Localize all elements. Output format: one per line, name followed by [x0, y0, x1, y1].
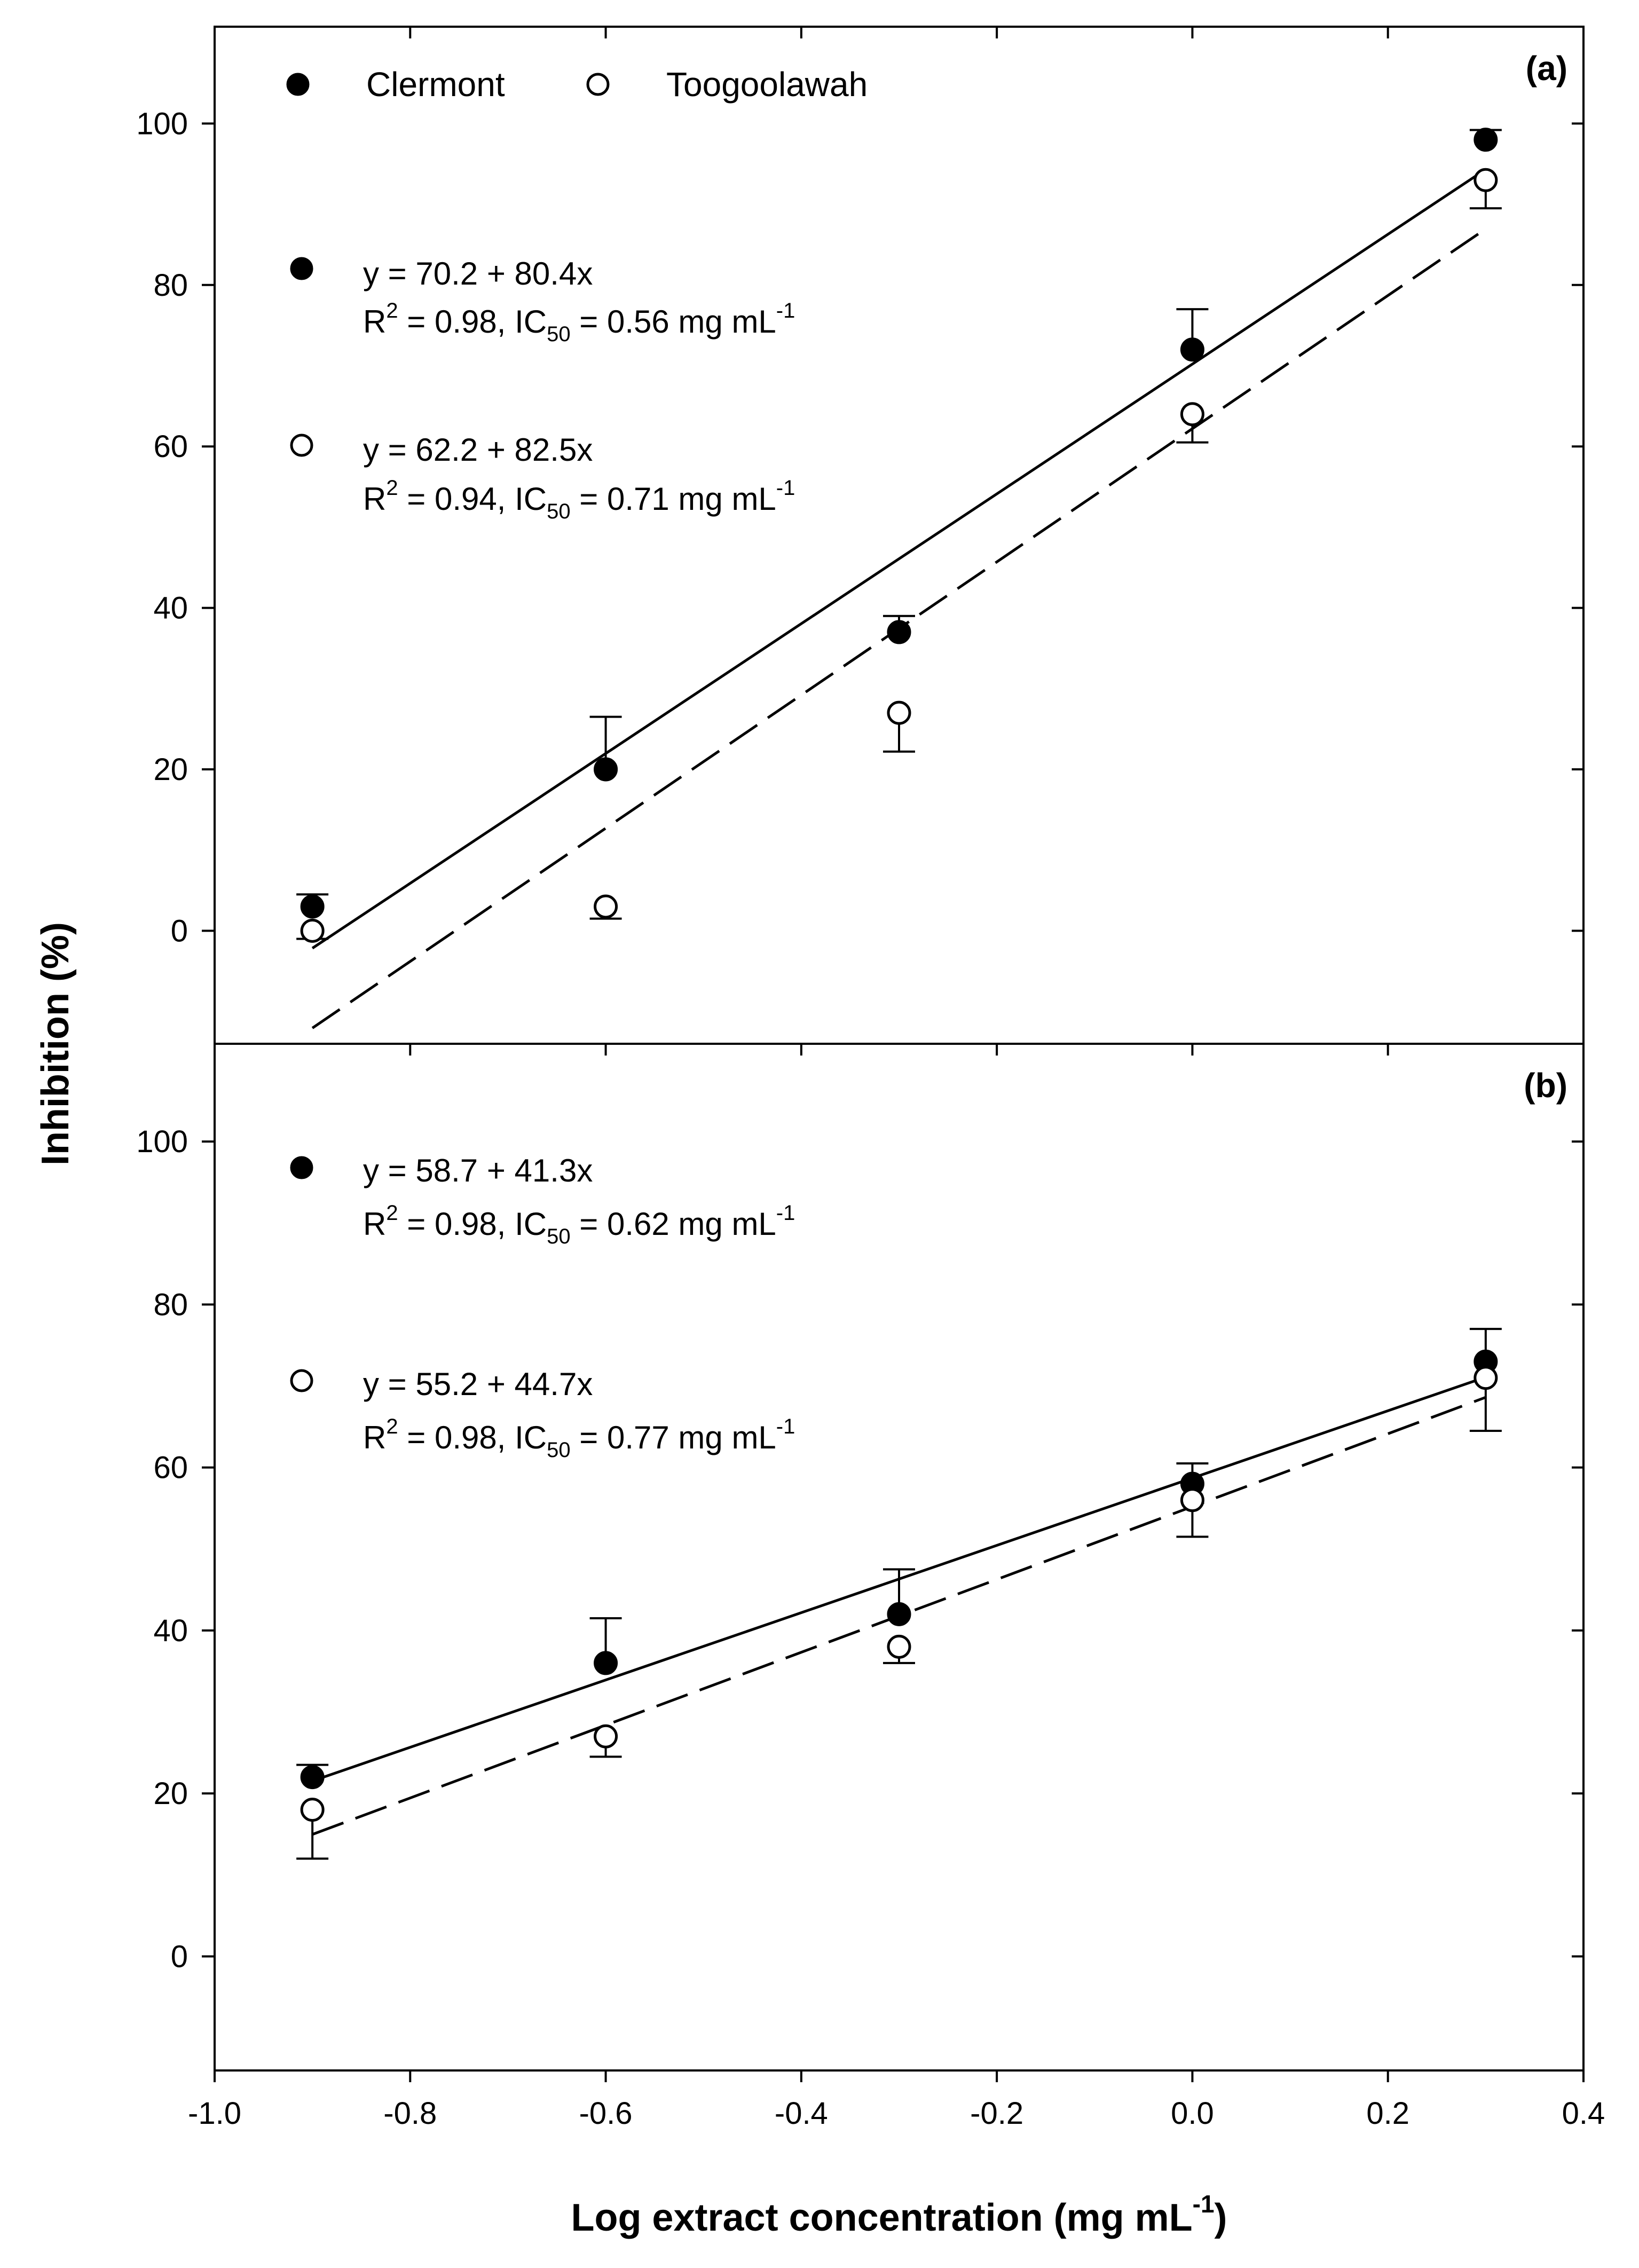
data-point: [594, 1724, 618, 1749]
y-axis-title: Inhibition (%): [34, 922, 77, 1166]
y-tick-label: 80: [153, 268, 188, 303]
x-tick-label: -0.6: [579, 2096, 633, 2131]
data-point: [1473, 168, 1498, 192]
regression-stats: R2 = 0.98, IC50 = 0.77 mg mL-1: [363, 1415, 795, 1462]
series-clermont: y = 70.2 + 80.4x R2 = 0.98, IC50 = 0.56 m…: [290, 128, 1502, 950]
data-point: [594, 757, 618, 782]
data-point: [300, 1765, 325, 1790]
regression-stats: R2 = 0.98, IC50 = 0.62 mg mL-1: [363, 1201, 795, 1248]
regression-equation: y = 70.2 + 80.4x: [363, 256, 593, 292]
equation-marker: [290, 257, 313, 280]
legend: Clermont Toogoolawah: [286, 65, 868, 104]
equation-marker: [290, 1369, 313, 1392]
panel-b: 0 20 40 60 80 100 (b) y = 58.7 + 41.3x R2 = 0.98…: [136, 1066, 1583, 1974]
y-tick-label: 100: [136, 1124, 188, 1159]
legend-label-toogoolawah: Toogoolawah: [666, 65, 868, 104]
panel-label: (a): [1526, 49, 1567, 88]
x-tick-label: -0.4: [775, 2096, 828, 2131]
data-point: [300, 894, 325, 919]
series-toogoolawah: y = 62.2 + 82.5x R2 = 0.94, IC50 = 0.71 m…: [290, 168, 1502, 1029]
equation-marker: [290, 434, 313, 457]
regression-stats: R2 = 0.98, IC50 = 0.56 mg mL-1: [363, 299, 795, 346]
x-tick-label: -1.0: [188, 2096, 241, 2131]
legend-label-clermont: Clermont: [366, 65, 505, 104]
regression-stats: R2 = 0.94, IC50 = 0.71 mg mL-1: [363, 476, 795, 523]
data-point: [300, 918, 325, 943]
y-tick-label: 0: [171, 1939, 188, 1974]
regression-equation: y = 62.2 + 82.5x: [363, 432, 593, 468]
x-tick-label: 0.0: [1171, 2096, 1214, 2131]
legend-marker-toogoolawah: [586, 73, 610, 96]
data-point: [594, 894, 618, 919]
regression-line: [312, 1396, 1486, 1836]
x-tick-label: 0.2: [1366, 2096, 1409, 2131]
data-point: [887, 1602, 911, 1626]
data-point: [1180, 1488, 1204, 1513]
data-point: [1473, 128, 1498, 152]
data-point: [1473, 1366, 1498, 1390]
x-tick-label: -0.2: [970, 2096, 1023, 2131]
data-point: [887, 1634, 911, 1659]
data-point: [300, 1798, 325, 1822]
series-toogoolawah: y = 55.2 + 44.7x R2 = 0.98, IC50 = 0.77 m…: [290, 1366, 1502, 1860]
y-tick-label: 20: [153, 1776, 188, 1811]
panel-a: 0 20 40 60 80 100 (a) y = 70.2 + 80.4x R2 = 0.98…: [136, 49, 1583, 1029]
regression-equation: y = 55.2 + 44.7x: [363, 1366, 593, 1402]
y-tick-label: 60: [153, 1451, 188, 1485]
y-tick-label: 100: [136, 106, 188, 141]
y-tick-label: 60: [153, 429, 188, 464]
y-tick-label: 40: [153, 591, 188, 626]
data-point: [887, 700, 911, 725]
data-point: [1180, 402, 1204, 427]
legend-marker-clermont: [286, 73, 310, 96]
x-tick-label: -0.8: [383, 2096, 437, 2131]
equation-marker: [290, 1156, 313, 1179]
x-tick-label: 0.4: [1562, 2096, 1605, 2131]
x-axis-title: Log extract concentration (mg mL-1): [571, 2190, 1227, 2239]
data-point: [887, 620, 911, 644]
y-tick-label: 80: [153, 1287, 188, 1322]
data-point: [594, 1651, 618, 1675]
series-clermont: y = 58.7 + 41.3x R2 = 0.98, IC50 = 0.62 m…: [290, 1153, 1502, 1790]
y-tick-label: 0: [171, 914, 188, 948]
regression-line: [311, 227, 1487, 1029]
regression-line: [311, 168, 1487, 950]
y-tick-label: 40: [153, 1613, 188, 1648]
panel-label: (b): [1524, 1066, 1567, 1105]
data-point: [1180, 337, 1204, 362]
y-tick-label: 20: [153, 752, 188, 787]
regression-equation: y = 58.7 + 41.3x: [363, 1153, 593, 1188]
